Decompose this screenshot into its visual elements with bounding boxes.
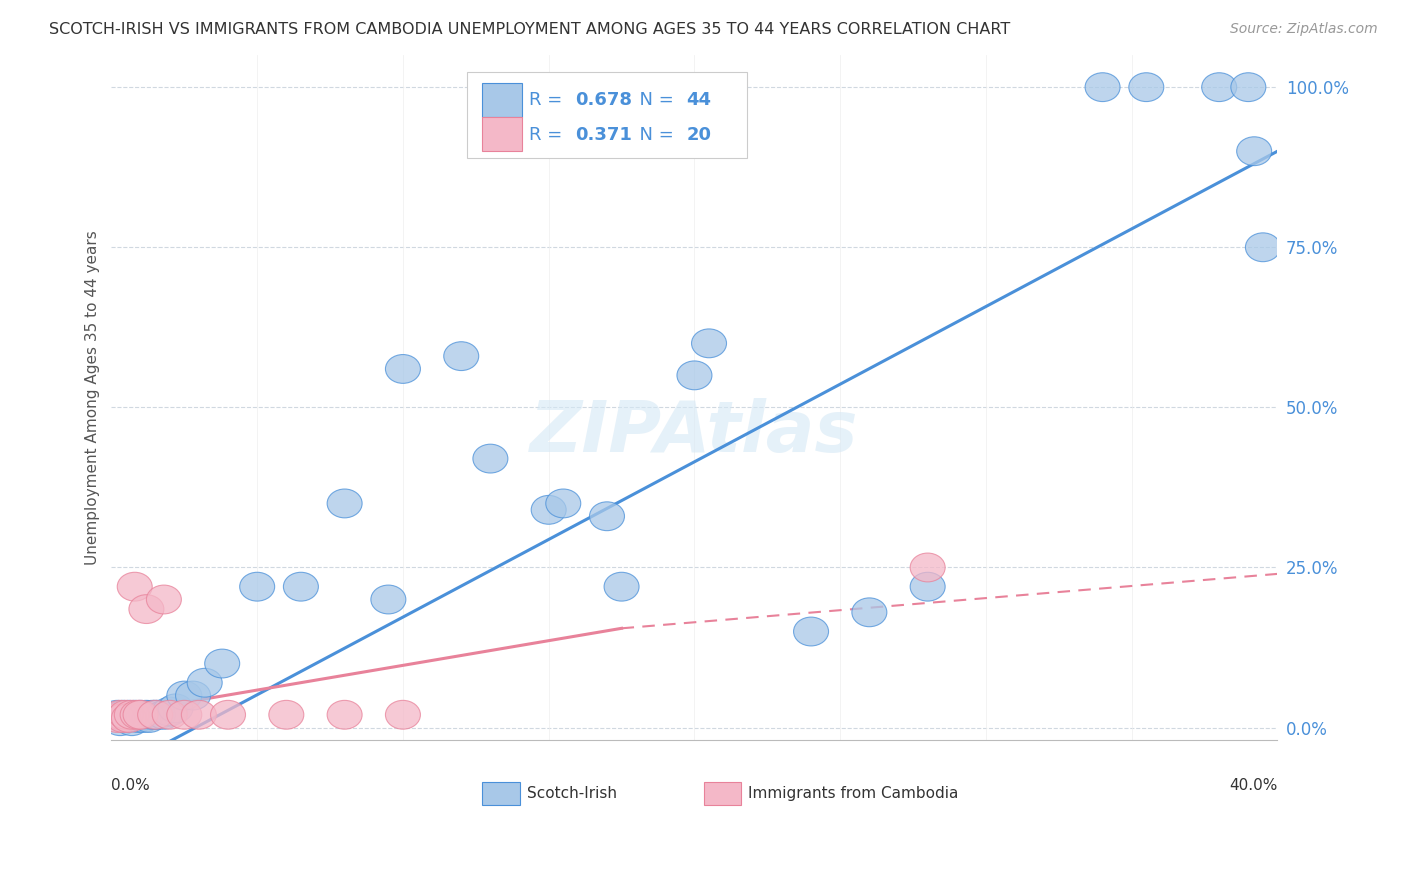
FancyBboxPatch shape — [482, 782, 520, 805]
FancyBboxPatch shape — [704, 782, 741, 805]
Ellipse shape — [124, 700, 157, 729]
Ellipse shape — [124, 700, 157, 729]
Ellipse shape — [108, 700, 143, 729]
Ellipse shape — [531, 495, 567, 524]
Ellipse shape — [152, 698, 187, 726]
Ellipse shape — [114, 706, 149, 736]
Text: 0.0%: 0.0% — [111, 778, 150, 793]
Ellipse shape — [111, 704, 146, 732]
Ellipse shape — [205, 649, 239, 678]
FancyBboxPatch shape — [467, 72, 747, 158]
Ellipse shape — [1230, 73, 1265, 102]
Ellipse shape — [120, 704, 155, 732]
Ellipse shape — [105, 704, 141, 732]
Ellipse shape — [100, 704, 135, 732]
Ellipse shape — [117, 700, 152, 729]
Ellipse shape — [444, 342, 478, 370]
Ellipse shape — [371, 585, 406, 614]
Ellipse shape — [111, 700, 146, 729]
Ellipse shape — [910, 553, 945, 582]
Ellipse shape — [269, 700, 304, 729]
Ellipse shape — [129, 595, 165, 624]
Y-axis label: Unemployment Among Ages 35 to 44 years: Unemployment Among Ages 35 to 44 years — [86, 230, 100, 566]
Ellipse shape — [211, 700, 246, 729]
Ellipse shape — [103, 700, 138, 729]
Ellipse shape — [103, 706, 138, 736]
Ellipse shape — [167, 681, 202, 710]
Ellipse shape — [135, 700, 170, 729]
Ellipse shape — [676, 361, 711, 390]
Text: SCOTCH-IRISH VS IMMIGRANTS FROM CAMBODIA UNEMPLOYMENT AMONG AGES 35 TO 44 YEARS : SCOTCH-IRISH VS IMMIGRANTS FROM CAMBODIA… — [49, 22, 1011, 37]
Ellipse shape — [152, 700, 187, 729]
Text: 20: 20 — [686, 126, 711, 144]
Ellipse shape — [120, 700, 155, 729]
Ellipse shape — [157, 694, 193, 723]
Ellipse shape — [187, 668, 222, 698]
Text: 40.0%: 40.0% — [1229, 778, 1278, 793]
Ellipse shape — [1237, 136, 1271, 166]
FancyBboxPatch shape — [482, 118, 522, 151]
Ellipse shape — [328, 700, 363, 729]
Text: Immigrants from Cambodia: Immigrants from Cambodia — [748, 787, 959, 801]
Ellipse shape — [284, 573, 318, 601]
Ellipse shape — [176, 681, 211, 710]
Ellipse shape — [1085, 73, 1121, 102]
Ellipse shape — [546, 489, 581, 518]
Ellipse shape — [239, 573, 274, 601]
Ellipse shape — [605, 573, 640, 601]
Ellipse shape — [910, 573, 945, 601]
Text: 0.371: 0.371 — [575, 126, 633, 144]
Ellipse shape — [105, 700, 141, 729]
Ellipse shape — [100, 700, 135, 729]
Ellipse shape — [141, 700, 176, 729]
Ellipse shape — [181, 700, 217, 729]
Ellipse shape — [1246, 233, 1281, 261]
Text: N =: N = — [628, 91, 679, 110]
Ellipse shape — [385, 700, 420, 729]
Ellipse shape — [692, 329, 727, 358]
Ellipse shape — [328, 489, 363, 518]
Ellipse shape — [117, 573, 152, 601]
Text: R =: R = — [529, 91, 568, 110]
Text: Scotch-Irish: Scotch-Irish — [526, 787, 617, 801]
Text: 44: 44 — [686, 91, 711, 110]
Text: Source: ZipAtlas.com: Source: ZipAtlas.com — [1230, 22, 1378, 37]
FancyBboxPatch shape — [482, 83, 522, 117]
Ellipse shape — [1129, 73, 1164, 102]
Ellipse shape — [127, 704, 160, 732]
Ellipse shape — [138, 700, 173, 729]
Ellipse shape — [385, 354, 420, 384]
Ellipse shape — [108, 704, 143, 732]
Text: R =: R = — [529, 126, 568, 144]
Ellipse shape — [472, 444, 508, 473]
Ellipse shape — [138, 700, 173, 729]
Ellipse shape — [146, 585, 181, 614]
Ellipse shape — [146, 700, 181, 729]
Text: ZIPAtlas: ZIPAtlas — [530, 398, 859, 467]
Ellipse shape — [114, 700, 149, 729]
Ellipse shape — [167, 700, 202, 729]
Ellipse shape — [129, 700, 165, 729]
Text: 0.678: 0.678 — [575, 91, 633, 110]
Ellipse shape — [793, 617, 828, 646]
Text: N =: N = — [628, 126, 679, 144]
Ellipse shape — [1202, 73, 1237, 102]
Ellipse shape — [132, 704, 167, 732]
Ellipse shape — [852, 598, 887, 627]
Ellipse shape — [589, 502, 624, 531]
